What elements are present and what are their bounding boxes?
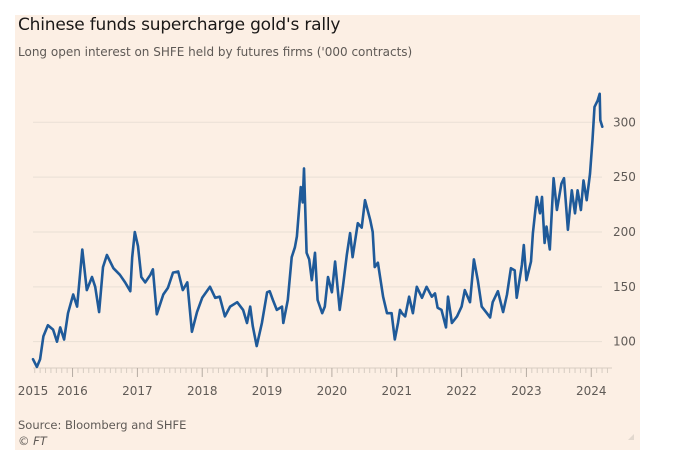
x-tick-label-2024: 2024	[576, 384, 607, 398]
source-note: Source: Bloomberg and SHFE	[18, 418, 187, 432]
x-tick-label-2015: 2015	[18, 384, 49, 398]
series-line-0	[31, 92, 604, 369]
x-tick-label-2023: 2023	[511, 384, 542, 398]
x-tick-label-2021: 2021	[381, 384, 412, 398]
x-tick-label-2018: 2018	[187, 384, 218, 398]
x-tick-label-2019: 2019	[252, 384, 283, 398]
y-tick-label-200: 200	[613, 225, 636, 239]
y-tick-label-250: 250	[613, 170, 636, 184]
x-tick-label-2016: 2016	[57, 384, 88, 398]
resize-corner-icon	[628, 434, 634, 440]
ft-credit: © FT	[18, 434, 47, 448]
y-tick-label-150: 150	[613, 280, 636, 294]
x-tick-label-2022: 2022	[446, 384, 477, 398]
chart-title: Chinese funds supercharge gold's rally	[18, 15, 341, 35]
y-tick-label-300: 300	[613, 115, 636, 129]
x-tick-label-2020: 2020	[317, 384, 348, 398]
chart-subtitle: Long open interest on SHFE held by futur…	[18, 45, 413, 59]
y-tick-label-100: 100	[613, 335, 636, 349]
chart-panel	[15, 15, 640, 450]
x-tick-label-2017: 2017	[122, 384, 153, 398]
